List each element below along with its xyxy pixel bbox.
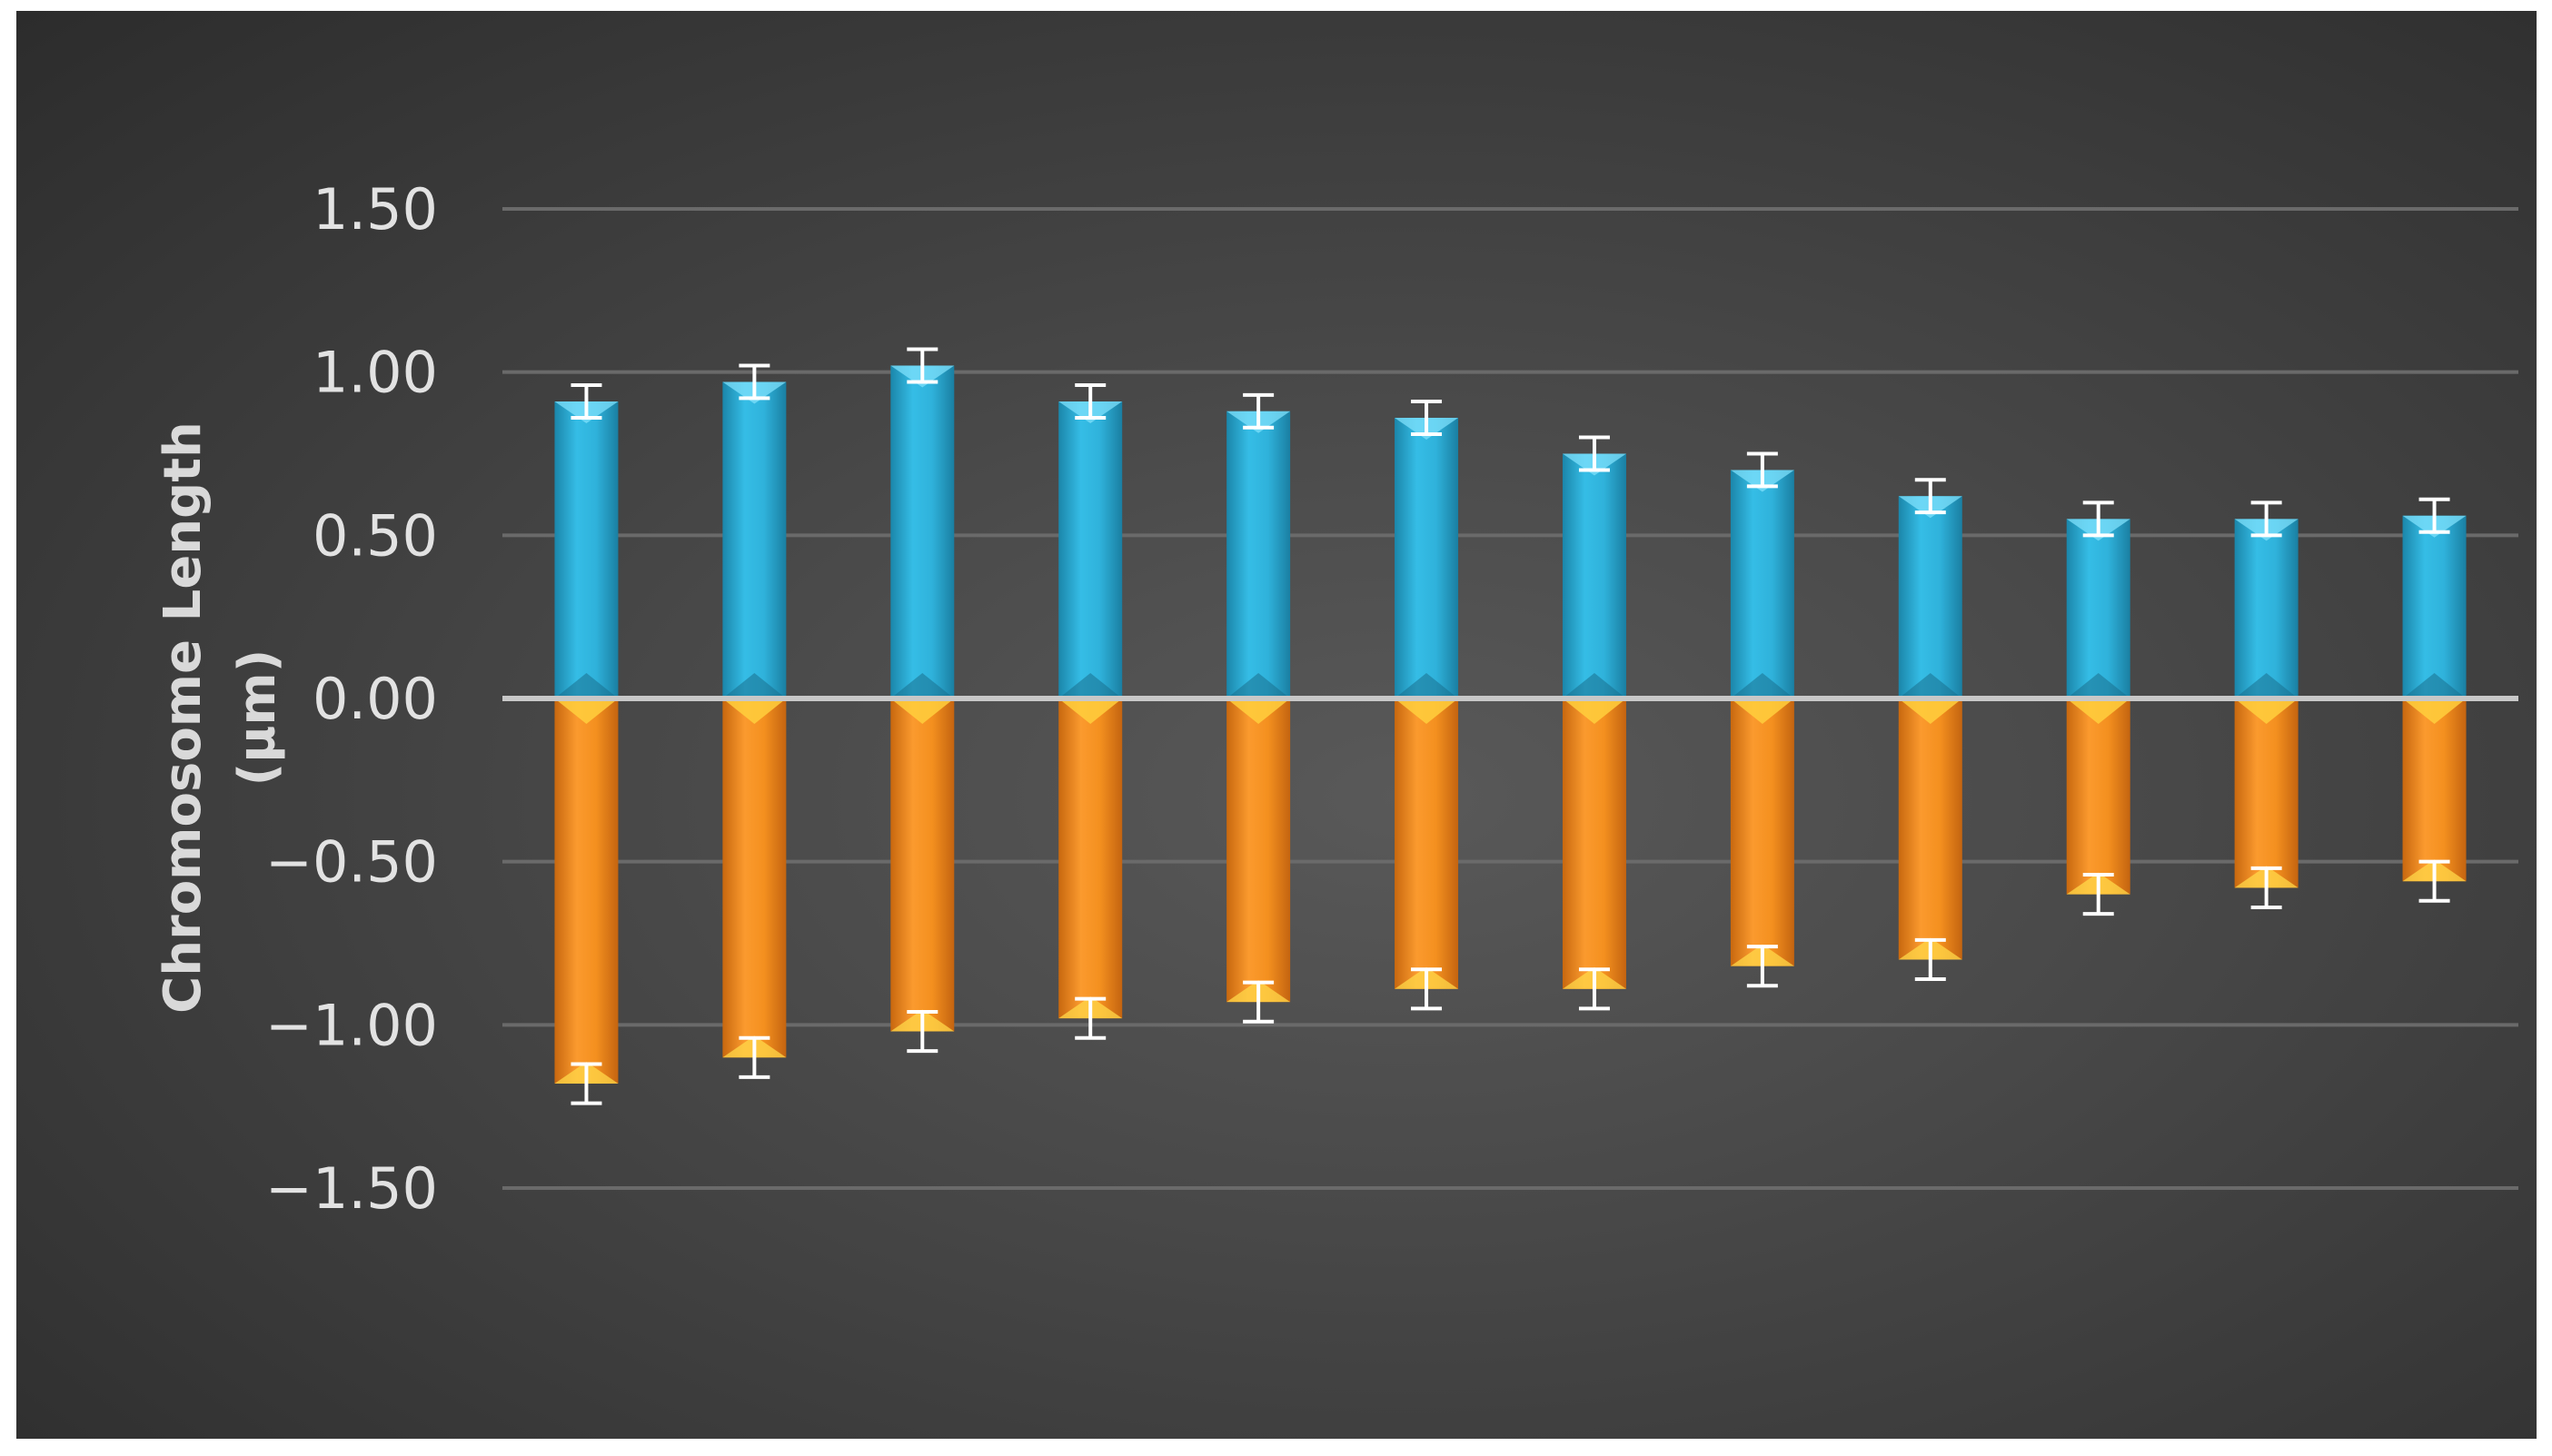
y-axis-tick-labels: 1.50 1.00 0.50 0.00 −0.50 −1.00 −1.50	[265, 176, 438, 1222]
bar-upper-base	[722, 673, 787, 698]
bar-upper-base	[2234, 673, 2299, 698]
y-tick-label: −1.50	[265, 1155, 438, 1222]
bar-lower	[554, 698, 619, 1085]
bar-lower-base	[1058, 698, 1123, 724]
bar-lower	[1058, 698, 1123, 1019]
bar-lower-base	[554, 698, 619, 724]
y-axis-title: Chromosome Length	[154, 421, 213, 1014]
bar-lower	[890, 698, 955, 1032]
bar-lower	[2234, 698, 2299, 888]
gridlines	[502, 207, 2518, 1190]
bar-upper	[1730, 470, 1794, 698]
bar-lower	[1898, 698, 1962, 960]
bar-upper	[1226, 411, 1291, 698]
bar-lower	[1395, 698, 1459, 989]
bar-lower-base	[1730, 698, 1794, 724]
bar-lower	[722, 698, 787, 1058]
y-tick-label: 1.50	[313, 176, 438, 243]
bar-lower-base	[2234, 698, 2299, 724]
bar-upper	[554, 401, 619, 698]
bar-lower-base	[1226, 698, 1291, 724]
bar-lower-base	[890, 698, 955, 724]
bar-lower-base	[2066, 698, 2130, 724]
bar-upper	[890, 365, 955, 698]
y-tick-label: −1.00	[265, 992, 438, 1058]
bar-upper	[2066, 519, 2130, 698]
y-axis-unit: (µm)	[228, 649, 287, 787]
bar-upper	[1898, 496, 1962, 698]
bar-lower	[2402, 698, 2467, 882]
bar-upper-base	[1395, 673, 1459, 698]
error-bars	[571, 347, 2450, 1105]
y-tick-label: −0.50	[265, 829, 438, 896]
bar-lower-base	[1395, 698, 1459, 724]
bar-lower-base	[2402, 698, 2467, 724]
bars	[554, 365, 2467, 1085]
bar-upper	[722, 381, 787, 698]
bar-lower-base	[722, 698, 787, 724]
bar-lower	[1730, 698, 1794, 966]
bar-upper-base	[890, 673, 955, 698]
bar-lower-base	[1562, 698, 1626, 724]
y-tick-label: 0.00	[313, 666, 438, 732]
bar-upper	[2234, 519, 2299, 698]
y-tick-label: 0.50	[313, 502, 438, 569]
bar-lower-base	[1898, 698, 1962, 724]
bar-upper-base	[554, 673, 619, 698]
bar-upper-base	[2066, 673, 2130, 698]
bar-lower	[1226, 698, 1291, 1003]
y-tick-label: 1.00	[313, 340, 438, 406]
bar-upper	[1395, 417, 1459, 698]
bar-upper	[1058, 401, 1123, 698]
bar-lower	[1562, 698, 1626, 989]
bar-upper-base	[2402, 673, 2467, 698]
bar-lower	[2066, 698, 2130, 895]
bar-upper-base	[1730, 673, 1794, 698]
bar-upper-base	[1058, 673, 1123, 698]
bar-upper-base	[1562, 673, 1626, 698]
bar-upper-base	[1226, 673, 1291, 698]
bar-upper-base	[1898, 673, 1962, 698]
bar-upper	[1562, 453, 1626, 698]
bar-upper	[2402, 515, 2467, 698]
